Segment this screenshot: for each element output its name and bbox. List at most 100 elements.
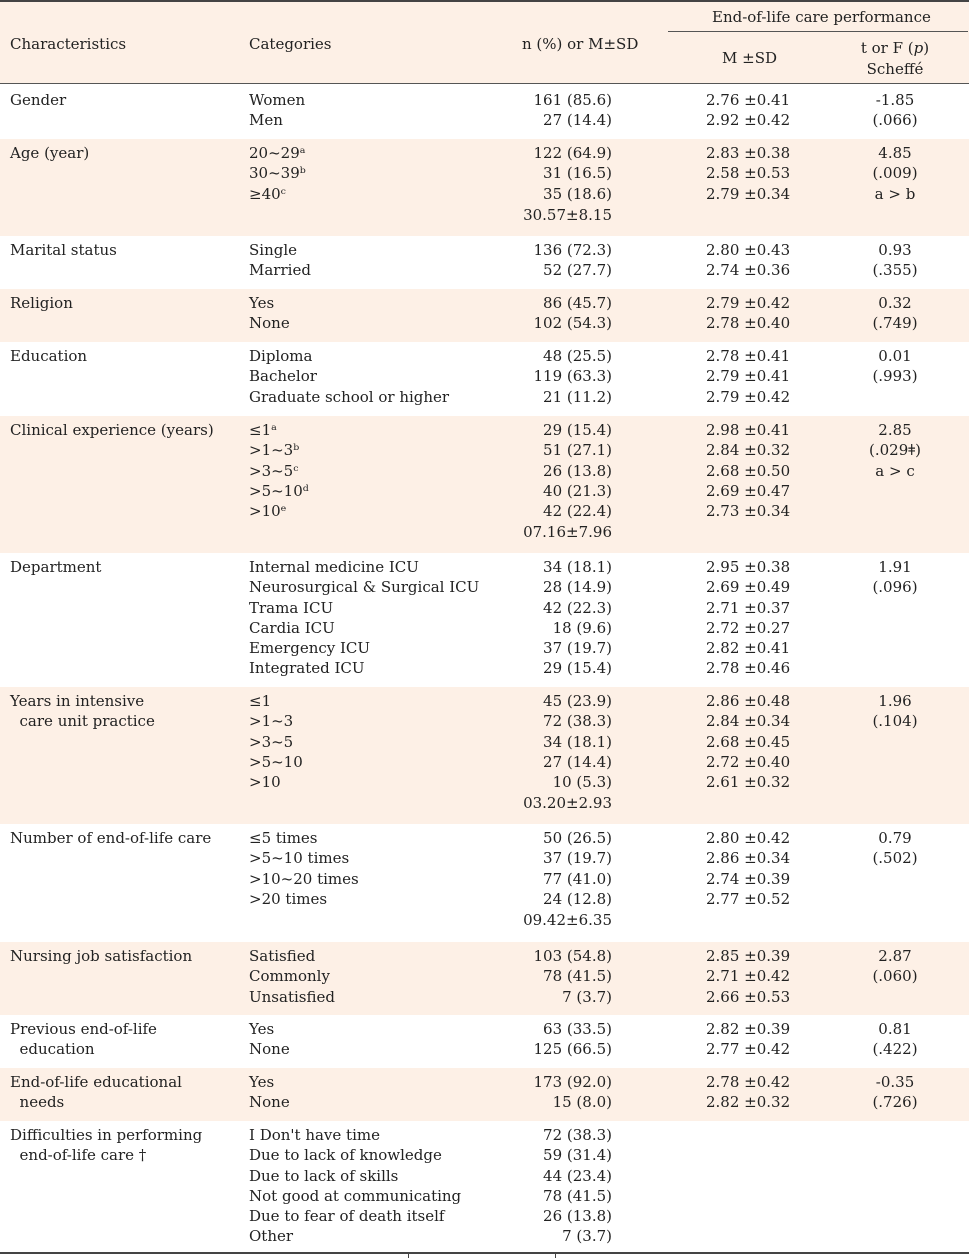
row-msd-line: 2.68 ±0.45 xyxy=(706,732,791,751)
row-stat-line: -0.35 xyxy=(875,1073,915,1091)
row-categories-line: >5~10ᵈ xyxy=(249,481,309,500)
row-n-pct-line: 103 (54.8) xyxy=(533,947,612,965)
row-msd-line: 2.74 ±0.39 xyxy=(706,869,791,888)
row-msd-line: 2.73 ±0.34 xyxy=(706,502,791,521)
row-n-pct-line: 78 (41.5) xyxy=(543,967,612,986)
row-n-pct-line: 31 (16.5) xyxy=(543,164,612,183)
row-msd: 2.78 ±0.42 2.82 ±0.32 xyxy=(706,1068,790,1113)
row-label: Education xyxy=(10,342,87,366)
row-msd: 2.80 ±0.42 2.86 ±0.34 2.74 ±0.39 2.77 ±0.52 xyxy=(706,824,790,909)
row-msd: 2.85 ±0.39 2.71 ±0.42 2.66 ±0.53 xyxy=(706,942,790,1007)
row-stat-line: (.993) xyxy=(872,367,918,386)
row-n-pct-line: 35 (18.6) xyxy=(543,184,612,203)
table-row: Clinical experience (years) ≤1ᵃ >1~3ᵇ >3~5ᶜ… xyxy=(0,416,969,553)
row-stat-line: (.029ǂ) xyxy=(869,441,921,460)
table-header: Characteristics Categories n (%) or M±SD… xyxy=(0,2,969,83)
row-categories-line: Women xyxy=(249,91,306,109)
row-categories-line: None xyxy=(249,1040,290,1059)
row-categories-line: Other xyxy=(249,1227,294,1246)
row-stat: 0.81 (.422) xyxy=(820,1015,969,1060)
row-label: Nursing job satisfaction xyxy=(10,942,192,966)
row-n-pct-line: 34 (18.1) xyxy=(543,732,612,751)
table-row: Department Internal medicine ICU Neurosurg… xyxy=(0,553,969,687)
row-msd-line: 2.69 ±0.47 xyxy=(706,481,791,500)
row-n-pct: 45 (23.9) 72 (38.3) 34 (18.1) 27 (14.4) 10 (… xyxy=(523,687,612,814)
row-n-pct-line: 27 (14.4) xyxy=(543,752,612,771)
row-msd-line: 2.79 ±0.42 xyxy=(706,387,791,406)
row-label: Religion xyxy=(10,289,73,313)
table-row: Age (year) 20~29ᵃ 30~39ᵇ ≥40ᶜ 122 (64.9) 31 (… xyxy=(0,139,969,236)
row-msd: 2.98 ±0.41 2.84 ±0.32 2.68 ±0.50 2.69 ±0.47… xyxy=(706,416,790,521)
row-stat-line: (.009) xyxy=(872,164,918,183)
row-msd: 2.76 ±0.41 2.92 ±0.42 xyxy=(706,86,790,131)
row-categories: ≤1ᵃ >1~3ᵇ >3~5ᶜ >5~10ᵈ >10ᵉ xyxy=(249,416,309,521)
row-label-line: Education xyxy=(10,347,88,365)
row-n-pct: 161 (85.6) 27 (14.4) xyxy=(533,86,612,131)
row-stat-line: (.104) xyxy=(872,712,918,731)
row-n-pct-line: 7 (3.7) xyxy=(562,1227,612,1246)
row-categories-line: Unsatisfied xyxy=(249,987,335,1006)
row-label: Years in intensive care unit practice xyxy=(10,687,155,732)
row-categories-line: ≤5 times xyxy=(249,829,318,847)
row-stat: 1.91 (.096) xyxy=(820,553,969,598)
row-categories-line: >10~20 times xyxy=(249,869,359,888)
header-group-rule xyxy=(668,31,968,32)
row-label-line: Number of end-of-life care xyxy=(10,829,212,847)
row-msd-line: 2.80 ±0.42 xyxy=(706,829,791,847)
row-n-pct-line: 15 (8.0) xyxy=(552,1093,612,1112)
row-categories: Yes None xyxy=(249,1068,290,1113)
row-n-pct: 86 (45.7) 102 (54.3) xyxy=(533,289,612,334)
row-msd-line: 2.82 ±0.41 xyxy=(706,639,791,658)
row-msd-line: 2.77 ±0.52 xyxy=(706,889,791,908)
row-n-pct: 50 (26.5) 37 (19.7) 77 (41.0) 24 (12.8) 09.4… xyxy=(523,824,612,930)
row-stat-line: (.060) xyxy=(872,967,918,986)
row-msd-line: 2.58 ±0.53 xyxy=(706,164,791,183)
row-categories-line: >5~10 times xyxy=(249,849,350,868)
row-stat: 0.01 (.993) xyxy=(820,342,969,387)
row-stat: -1.85 (.066) xyxy=(820,86,969,131)
row-n-pct-line: 24 (12.8) xyxy=(543,889,612,908)
row-msd-line: 2.66 ±0.53 xyxy=(706,987,791,1006)
footer-tick xyxy=(555,1254,556,1258)
row-n-pct-line: 37 (19.7) xyxy=(543,849,612,868)
row-msd: 2.80 ±0.43 2.74 ±0.36 xyxy=(706,236,790,281)
row-n-pct: 103 (54.8) 78 (41.5) 7 (3.7) xyxy=(533,942,612,1007)
row-categories-line: Emergency ICU xyxy=(249,639,371,658)
row-categories-line: Married xyxy=(249,261,311,280)
table-bottom-rule xyxy=(0,1252,969,1254)
row-msd-line: 2.68 ±0.50 xyxy=(706,461,791,480)
row-n-pct-line: 59 (31.4) xyxy=(543,1146,612,1165)
row-label-line: care unit practice xyxy=(10,712,155,731)
table-row: Education Diploma Bachelor Graduate school … xyxy=(0,342,969,416)
row-stat-line: 2.87 xyxy=(878,947,912,965)
row-categories-line: Due to fear of death itself xyxy=(249,1207,445,1226)
row-n-pct-line: 09.42±6.35 xyxy=(523,911,612,930)
row-categories-line: Cardia ICU xyxy=(249,618,335,637)
row-categories-line: Diploma xyxy=(249,347,313,365)
footer-tick xyxy=(408,1254,409,1258)
row-msd-line: 2.82 ±0.32 xyxy=(706,1093,791,1112)
row-n-pct-line: 48 (25.5) xyxy=(543,347,612,365)
row-stat-line: 0.81 xyxy=(878,1020,912,1038)
header-stat-line1: t or F (p) xyxy=(860,39,930,57)
header-categories: Categories xyxy=(249,35,332,53)
row-categories-line: >20 times xyxy=(249,889,328,908)
row-label-line: Clinical experience (years) xyxy=(10,421,214,439)
row-stat: 2.87 (.060) xyxy=(820,942,969,987)
row-n-pct: 122 (64.9) 31 (16.5) 35 (18.6) 30.57±8.15 xyxy=(523,139,612,225)
row-categories-line: Internal medicine ICU xyxy=(249,558,419,576)
row-n-pct-line: 7 (3.7) xyxy=(562,987,612,1006)
row-stat-line: (.726) xyxy=(872,1093,918,1112)
row-label-line: education xyxy=(10,1040,95,1059)
row-categories-line: Integrated ICU xyxy=(249,659,365,678)
row-categories: I Don't have time Due to lack of knowledg… xyxy=(249,1121,461,1247)
row-categories-line: None xyxy=(249,1093,290,1112)
row-msd-line: 2.69 ±0.49 xyxy=(706,578,791,597)
row-n-pct: 173 (92.0) 15 (8.0) xyxy=(533,1068,612,1113)
row-msd-line: 2.78 ±0.41 xyxy=(706,347,791,365)
row-stat-line: (.502) xyxy=(872,849,918,868)
row-label: Gender xyxy=(10,86,66,110)
table-row: Gender Women Men 161 (85.6) 27 (14.4) 2.76 ±0… xyxy=(0,86,969,139)
row-categories-line: >1~3ᵇ xyxy=(249,441,300,460)
row-n-pct-line: 26 (13.8) xyxy=(543,461,612,480)
